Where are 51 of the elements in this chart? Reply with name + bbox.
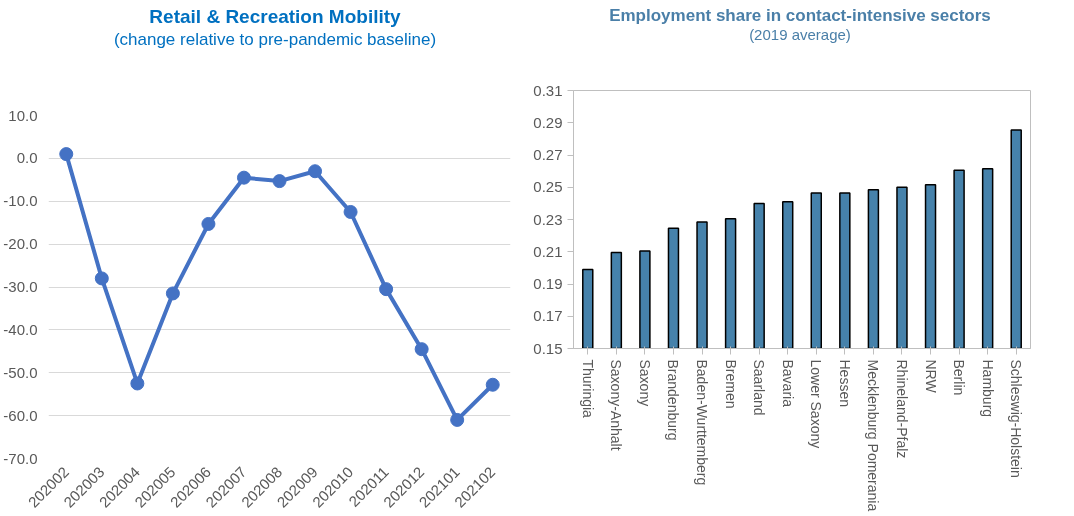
- y-tick-label: 0.29: [533, 113, 563, 131]
- chart-title: Employment share in contact-intensive sectors: [609, 5, 991, 27]
- x-tick-label: NRW: [922, 359, 939, 394]
- y-tick-label: -50.0: [3, 363, 38, 381]
- point: [450, 412, 465, 427]
- point: [343, 204, 358, 219]
- chart-subtitle: (change relative to pre-pandemic baseline): [113, 28, 437, 50]
- y-tick-label: 0.23: [533, 210, 563, 228]
- point: [272, 174, 287, 189]
- x-tick-label: Baden-Wurttemberg: [694, 359, 711, 486]
- y-tick-label: -40.0: [3, 320, 38, 338]
- chart-title: Retail & Recreation Mobility: [148, 5, 402, 29]
- point: [414, 342, 429, 357]
- x-tick-label: Bremen: [722, 359, 739, 409]
- point: [485, 377, 500, 392]
- x-tick-label: Hamburg: [979, 359, 996, 418]
- y-tick-label: 0.27: [533, 146, 563, 163]
- point: [379, 282, 394, 297]
- x-tick-label: Berlin: [951, 359, 968, 396]
- point: [308, 164, 323, 179]
- x-tick-label: Hessen: [836, 359, 853, 407]
- x-tick-label: Bavaria: [779, 359, 796, 408]
- point: [59, 147, 74, 162]
- y-tick-label: 0.25: [533, 178, 563, 196]
- y-tick-label: 0.17: [533, 307, 563, 325]
- point: [130, 376, 145, 391]
- y-tick-label: -70.0: [3, 449, 38, 467]
- x-tick-label: Brandenburg: [665, 359, 682, 441]
- y-tick-label: -20.0: [3, 235, 38, 253]
- chart-subtitle: (2019 average): [748, 26, 852, 45]
- point: [201, 216, 216, 231]
- y-tick-label: -60.0: [3, 406, 38, 424]
- y-tick-label: -30.0: [3, 278, 38, 295]
- y-tick-label: 0.31: [533, 81, 563, 99]
- point: [165, 286, 180, 301]
- point: [236, 170, 251, 185]
- y-tick-label: 10.0: [8, 106, 38, 124]
- point: [94, 271, 109, 286]
- y-tick-label: -10.0: [3, 192, 38, 210]
- x-tick-label: Lower Saxony: [808, 359, 825, 449]
- y-tick-label: 0.15: [533, 339, 563, 357]
- y-tick-label: 0.0: [16, 149, 38, 167]
- x-tick-label: Thuringia: [579, 359, 596, 419]
- x-tick-label: Schleswig-Holstein: [1008, 359, 1025, 478]
- x-tick-label: Mecklenburg Pomerania: [865, 359, 882, 512]
- y-tick-label: 0.19: [533, 275, 563, 292]
- x-tick-label: Rhineland-Pfalz: [893, 359, 910, 459]
- x-tick-label: Saxony: [636, 359, 653, 407]
- y-tick-label: 0.21: [533, 242, 563, 260]
- x-tick-label: Saarland: [751, 359, 768, 416]
- x-tick-label: Saxony-Anhalt: [608, 359, 625, 451]
